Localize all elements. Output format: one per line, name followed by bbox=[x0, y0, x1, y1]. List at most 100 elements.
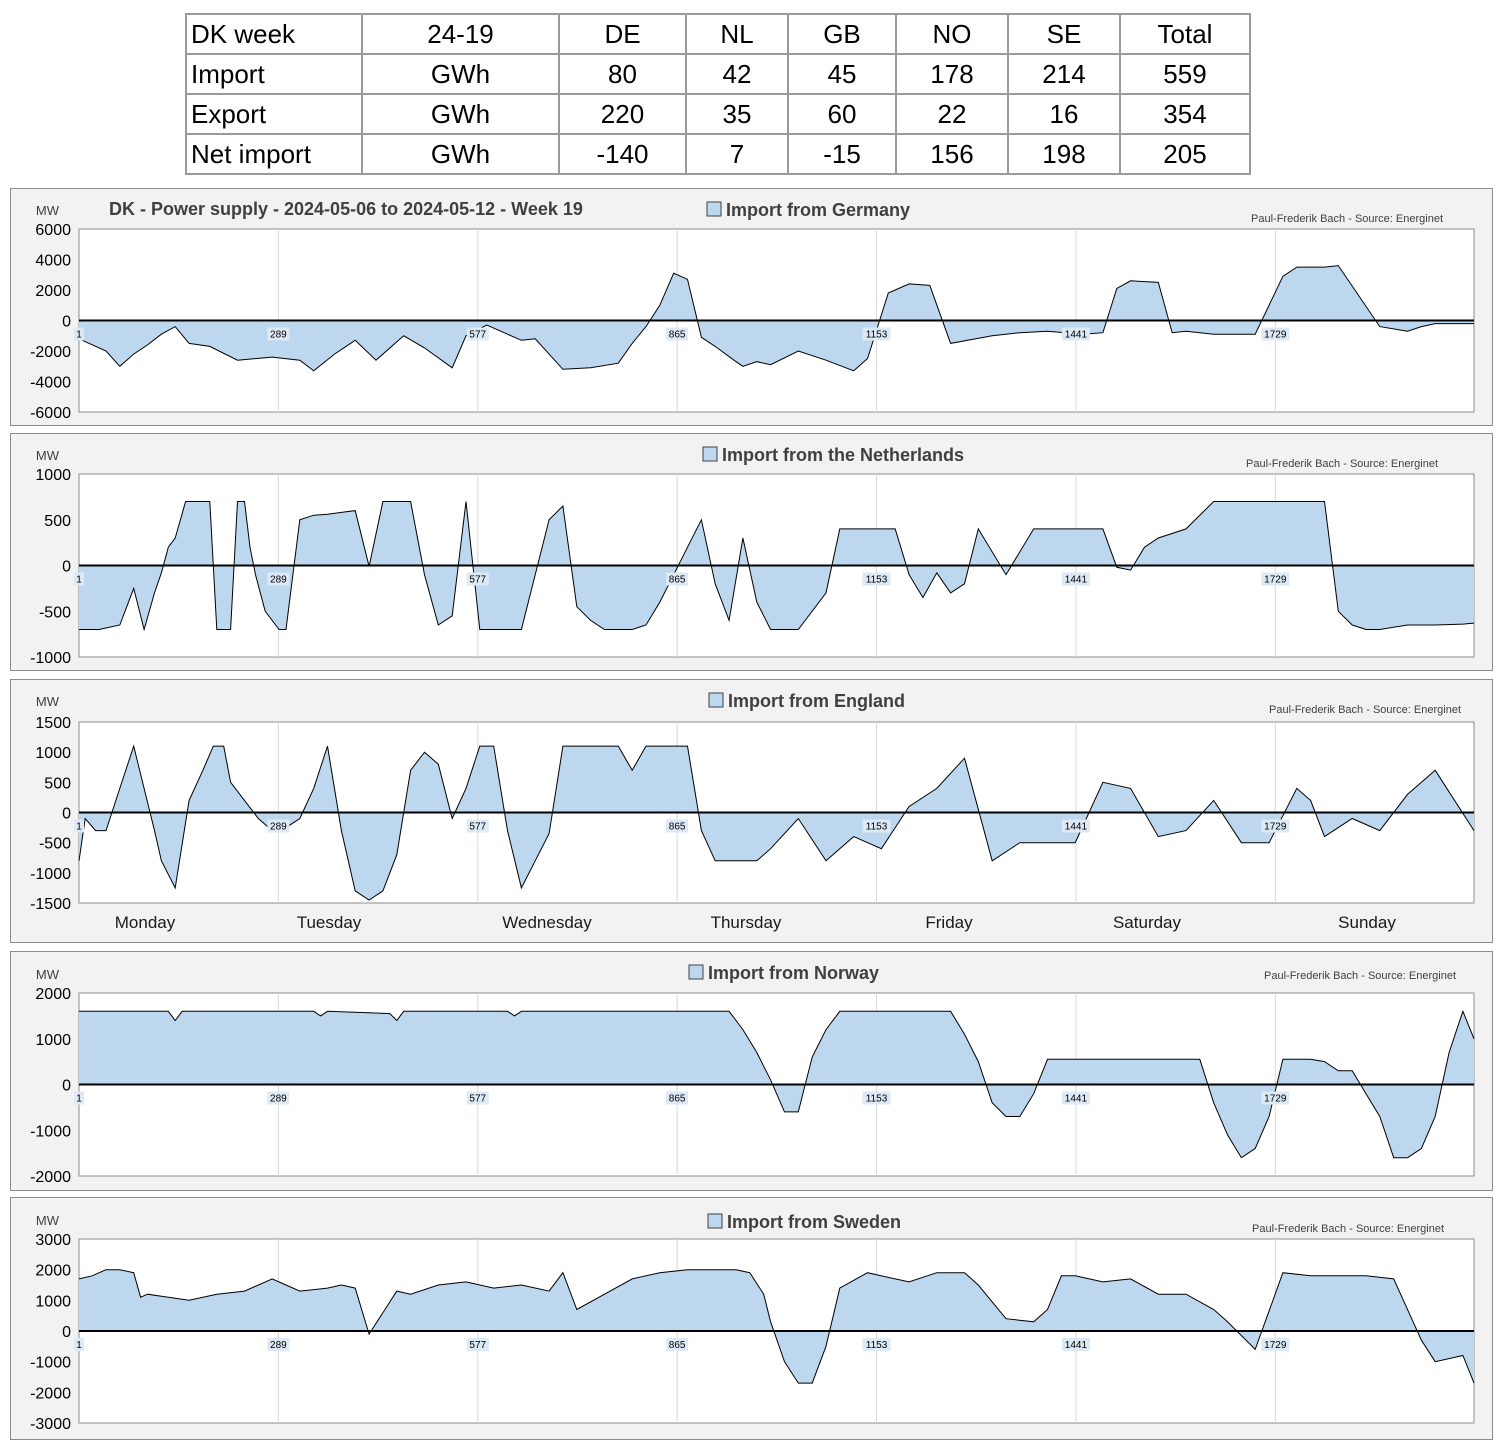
x-tick-label: 1153 bbox=[866, 575, 888, 586]
x-tick-label: 577 bbox=[469, 1340, 486, 1351]
y-tick-label: 1000 bbox=[35, 1293, 71, 1310]
x-tick-bg bbox=[1261, 1338, 1290, 1351]
x-tick-label: 577 bbox=[469, 330, 486, 341]
table-cell: Import bbox=[185, 53, 363, 95]
legend-swatch bbox=[707, 1213, 723, 1229]
y-tick-label: -2000 bbox=[30, 344, 71, 361]
table-row: Export GWh 220 35 60 22 16 354 bbox=[185, 93, 1251, 135]
x-tick-bg bbox=[666, 1091, 689, 1105]
x-tick-bg bbox=[267, 819, 290, 833]
day-label: Monday bbox=[115, 913, 176, 932]
x-tick-label: 577 bbox=[469, 1094, 486, 1105]
y-tick-label: 1500 bbox=[35, 715, 71, 732]
y-tick-label: -4000 bbox=[30, 375, 71, 392]
y-tick-label: -6000 bbox=[30, 405, 71, 422]
day-label: Saturday bbox=[1113, 913, 1182, 932]
series-line bbox=[78, 265, 1474, 372]
day-label: Thursday bbox=[711, 913, 782, 932]
table-cell: SE bbox=[1007, 13, 1121, 55]
england-chart-panel: 1500 1000 500 0 -500 -1000 -1500 1 289 577 865 1153… bbox=[10, 679, 1493, 943]
y-axis-unit: MW bbox=[36, 1213, 60, 1228]
norway-chart-panel: 2000 1000 0 -1000 -2000 1 289 577 865 1153 1441 172… bbox=[10, 951, 1493, 1191]
table-row: Net import GWh -140 7 -15 156 198 205 bbox=[185, 133, 1251, 175]
x-tick-bg bbox=[666, 819, 689, 833]
table-cell: GB bbox=[787, 13, 897, 55]
table-cell: NO bbox=[895, 13, 1009, 55]
x-tick-label: 1 bbox=[76, 1094, 82, 1105]
y-tick-label: 3000 bbox=[35, 1232, 71, 1249]
x-tick-label: 1441 bbox=[1065, 575, 1088, 586]
x-tick-bg bbox=[466, 572, 489, 586]
x-tick-bg bbox=[1261, 819, 1290, 833]
x-tick-bg bbox=[466, 1091, 489, 1105]
x-tick-bg bbox=[666, 327, 689, 341]
x-tick-bg bbox=[267, 1338, 290, 1351]
y-tick-label: 500 bbox=[44, 775, 71, 792]
legend-swatch bbox=[702, 446, 718, 462]
table-cell: DE bbox=[558, 13, 687, 55]
table-cell: 205 bbox=[1119, 133, 1251, 175]
x-tick-bg bbox=[1061, 572, 1090, 586]
y-tick-label: 0 bbox=[62, 314, 71, 331]
x-tick-bg bbox=[666, 1338, 689, 1351]
x-tick-label: 865 bbox=[669, 330, 686, 341]
table-cell: 7 bbox=[685, 133, 789, 175]
x-tick-bg bbox=[267, 1091, 290, 1105]
source-credit: Paul-Frederik Bach - Source: Energinet bbox=[1252, 1223, 1444, 1235]
germany-chart-panel: 6000 4000 2000 0 -2000 -4000 -6000 1 289 577 865 11… bbox=[10, 188, 1493, 426]
table-cell: 35 bbox=[685, 93, 789, 135]
y-tick-label: 0 bbox=[62, 559, 71, 576]
netherlands-chart-panel: 1000 500 0 -500 -1000 1 289 577 865 1153 1441 1729 M… bbox=[10, 433, 1493, 671]
y-tick-label: 1000 bbox=[35, 1032, 71, 1049]
x-tick-bg bbox=[466, 327, 489, 341]
day-label: Wednesday bbox=[502, 913, 592, 932]
table-cell: GWh bbox=[361, 93, 560, 135]
x-tick-label: 1729 bbox=[1264, 822, 1287, 833]
y-tick-label: -1000 bbox=[30, 650, 71, 667]
x-tick-label: 577 bbox=[469, 822, 486, 833]
series-area bbox=[79, 1269, 1474, 1384]
y-tick-label: -1000 bbox=[30, 866, 71, 883]
table-cell: GWh bbox=[361, 53, 560, 95]
x-tick-bg bbox=[862, 572, 891, 586]
x-tick-label: 289 bbox=[270, 822, 287, 833]
x-tick-label: 1729 bbox=[1264, 1094, 1287, 1105]
x-tick-label: 1153 bbox=[866, 1094, 888, 1105]
x-tick-bg bbox=[1061, 819, 1090, 833]
y-tick-label: 2000 bbox=[35, 1263, 71, 1280]
x-tick-label: 289 bbox=[270, 575, 287, 586]
table-cell: 24-19 bbox=[361, 13, 560, 55]
x-tick-bg bbox=[74, 327, 84, 341]
chart-title: DK - Power supply - 2024-05-06 to 2024-0… bbox=[109, 199, 583, 219]
x-tick-label: 865 bbox=[669, 1340, 686, 1351]
x-tick-label: 577 bbox=[469, 575, 486, 586]
table-cell: DK week bbox=[185, 13, 363, 55]
x-tick-label: 865 bbox=[669, 575, 686, 586]
x-tick-label: 1729 bbox=[1264, 330, 1287, 341]
y-tick-label: -1000 bbox=[30, 1355, 71, 1372]
table-cell: 45 bbox=[787, 53, 897, 95]
legend-label: Import from the Netherlands bbox=[722, 445, 964, 465]
y-tick-label: 0 bbox=[62, 1078, 71, 1095]
day-label: Tuesday bbox=[297, 913, 362, 932]
legend-label: Import from Germany bbox=[726, 200, 910, 220]
x-tick-bg bbox=[74, 572, 84, 586]
table-row: Import GWh 80 42 45 178 214 559 bbox=[185, 53, 1251, 95]
x-tick-label: 289 bbox=[270, 1094, 287, 1105]
day-label: Friday bbox=[925, 913, 973, 932]
x-tick-bg bbox=[1261, 572, 1290, 586]
x-tick-label: 1441 bbox=[1065, 1340, 1088, 1351]
y-tick-label: -3000 bbox=[30, 1416, 71, 1433]
x-tick-bg bbox=[74, 1091, 84, 1105]
table-cell: 156 bbox=[895, 133, 1009, 175]
x-tick-label: 865 bbox=[669, 1094, 686, 1105]
sweden-chart-panel: 3000 2000 1000 0 -1000 -2000 -3000 1 289 577 865 11… bbox=[10, 1197, 1493, 1440]
legend-swatch bbox=[688, 964, 704, 980]
x-tick-bg bbox=[466, 1338, 489, 1351]
x-tick-label: 1729 bbox=[1264, 1340, 1287, 1351]
x-tick-bg bbox=[862, 1338, 891, 1351]
series-line bbox=[78, 744, 1475, 901]
x-tick-bg bbox=[1061, 1338, 1090, 1351]
x-tick-bg bbox=[1061, 327, 1090, 341]
table-cell: 42 bbox=[685, 53, 789, 95]
